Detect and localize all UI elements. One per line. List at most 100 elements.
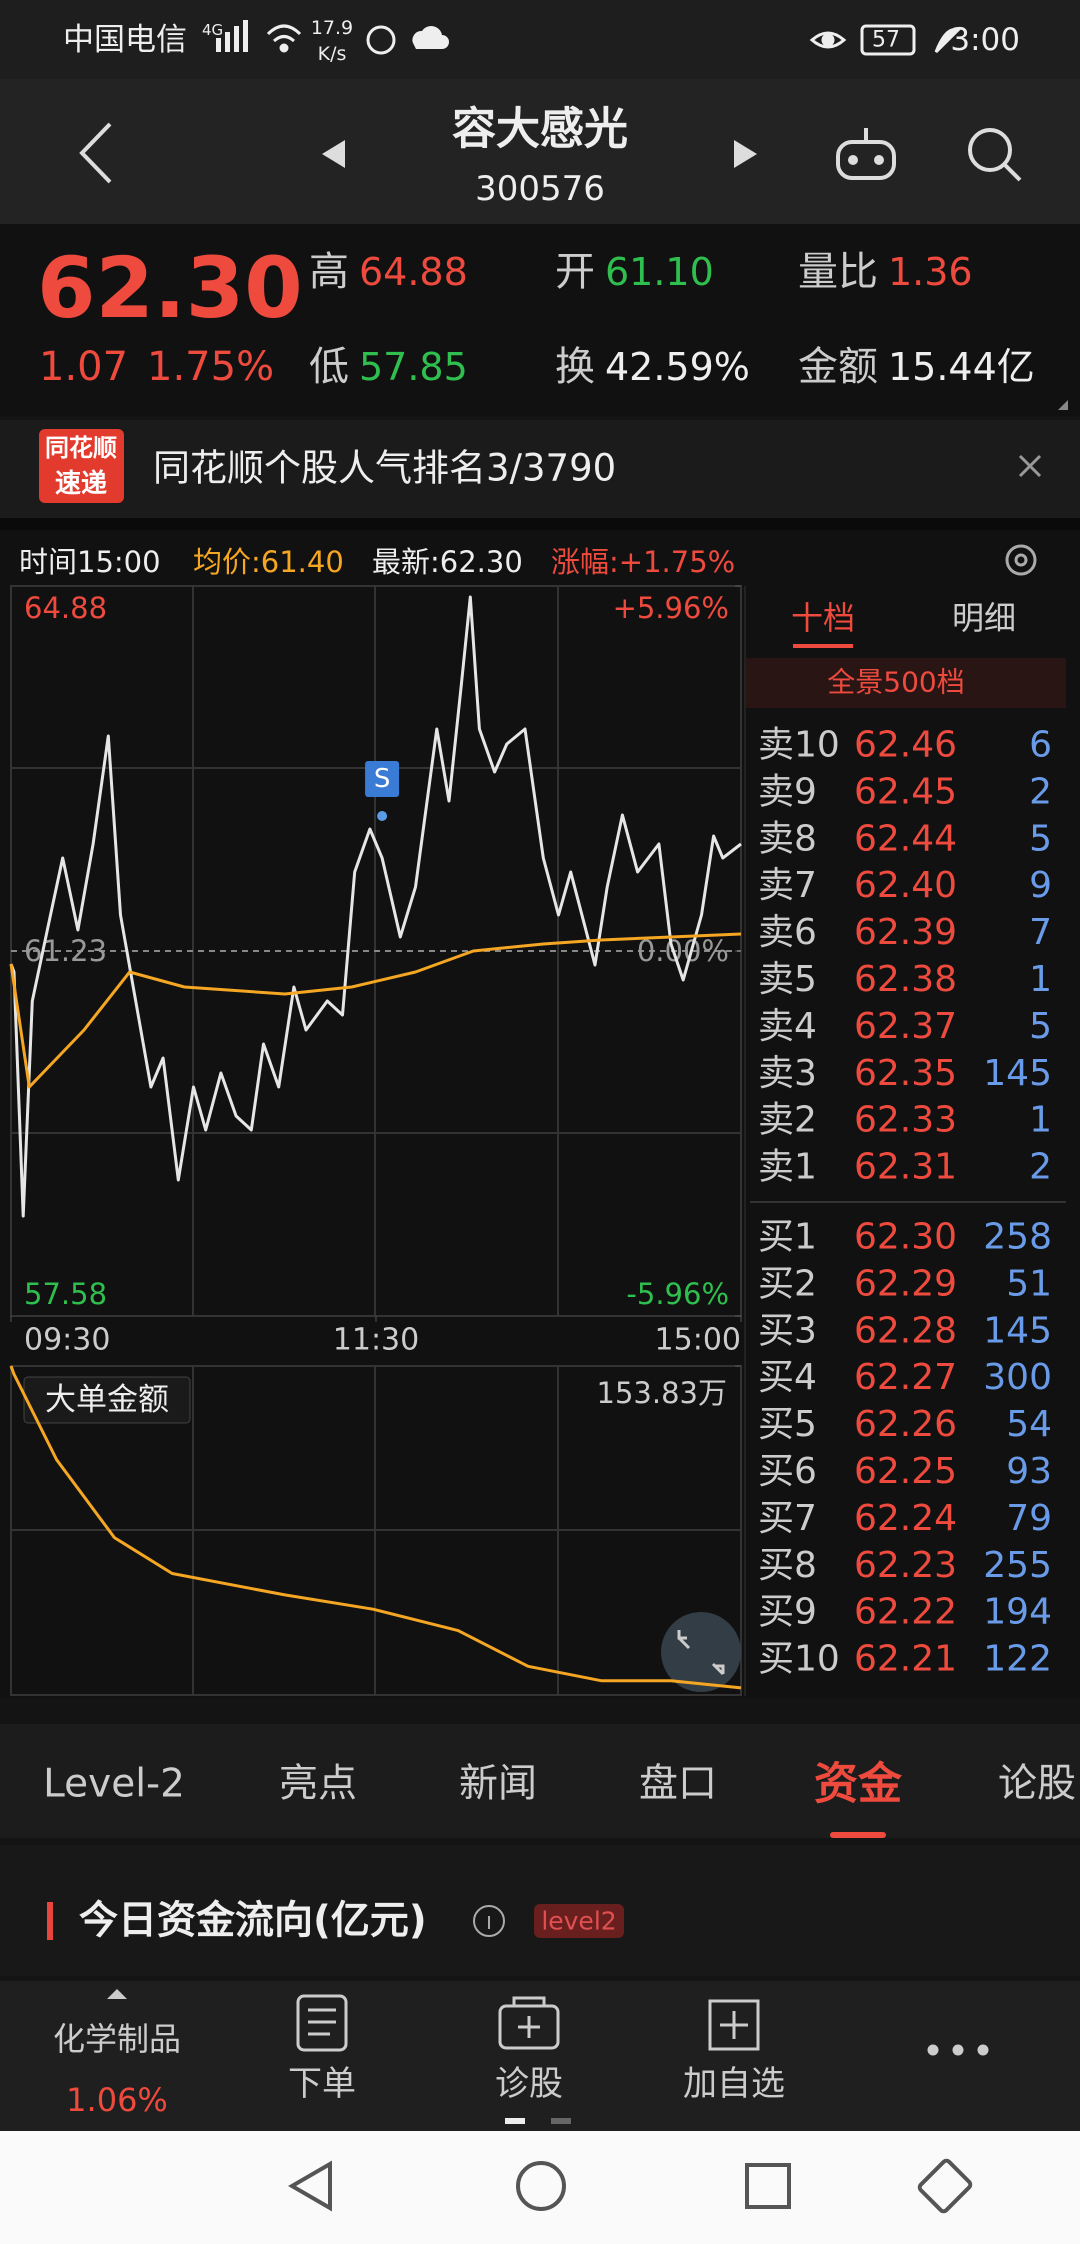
prev-stock[interactable] (322, 140, 345, 168)
book-label: 卖7 (758, 865, 817, 906)
header-icons (79, 122, 1022, 184)
book-price: 62.28 (854, 1310, 957, 1351)
info-change: 涨幅:+1.75% (551, 545, 735, 579)
page-dot (551, 2118, 571, 2124)
book-label: 卖1 (758, 1147, 817, 1188)
depth-link[interactable]: 全景500档 (827, 666, 964, 699)
book-price: 62.38 (854, 959, 957, 1000)
net-speed-unit: K/s (318, 43, 347, 65)
book-label: 买1 (758, 1217, 817, 1258)
book-label: 买9 (758, 1592, 817, 1633)
toolbar-icons (107, 1989, 989, 2056)
stat-label: 低 (309, 344, 349, 390)
book-border (744, 586, 746, 1696)
tab[interactable]: Level-2 (43, 1762, 185, 1807)
info-icon[interactable] (473, 1905, 505, 1937)
book-label: 买3 (758, 1310, 817, 1351)
battery: 57 (872, 28, 900, 53)
sector-name[interactable]: 化学制品 (53, 2020, 181, 2058)
tab[interactable]: 新闻 (459, 1762, 537, 1807)
info-time: 时间15:00 (19, 545, 161, 579)
nav-rotate[interactable] (917, 2158, 973, 2214)
nav-back[interactable] (288, 2160, 332, 2212)
book-price: 62.22 (854, 1592, 957, 1633)
book-price: 62.37 (854, 1006, 957, 1047)
book-volume: 6 (1029, 725, 1052, 766)
search-button[interactable] (968, 128, 1022, 182)
book-label: 买6 (758, 1451, 817, 1492)
info-avg: 均价:61.40 (193, 545, 344, 579)
page-dot (505, 2118, 525, 2124)
book-price: 62.33 (854, 1100, 957, 1141)
book-volume: 51 (1006, 1263, 1052, 1304)
book-label: 卖4 (758, 1006, 817, 1047)
book-price: 62.26 (854, 1404, 957, 1445)
stat-label: 高 (309, 249, 349, 295)
book-volume: 7 (1029, 912, 1052, 953)
robot-button[interactable] (836, 128, 896, 180)
book-label: 卖5 (758, 959, 817, 1000)
expand-glyph (677, 1630, 725, 1676)
signal-label: S (374, 764, 391, 794)
tab-underline (793, 644, 853, 648)
banner-logo (39, 429, 124, 503)
book-price: 62.39 (854, 912, 957, 953)
book-volume: 258 (983, 1217, 1052, 1258)
book-volume: 1 (1029, 1100, 1052, 1141)
tab[interactable]: 盘口 (639, 1762, 717, 1807)
book-label: 卖2 (758, 1100, 817, 1141)
book-tab[interactable]: 明细 (952, 599, 1016, 637)
book-price: 62.31 (854, 1147, 957, 1188)
tab[interactable]: 论股 (998, 1762, 1076, 1807)
book-tab[interactable]: 十档 (791, 599, 855, 637)
banner-text[interactable]: 同花顺个股人气排名3/3790 (153, 447, 616, 490)
stat-value: 1.36 (888, 250, 973, 294)
book-volume: 93 (1006, 1451, 1052, 1492)
nav-home[interactable] (516, 2161, 566, 2211)
chart-panel (0, 530, 1080, 1698)
next-stock[interactable] (734, 140, 757, 168)
y2-tick-label: 0.00% (637, 934, 729, 968)
back-button[interactable] (79, 122, 112, 184)
toolbar-action[interactable]: 下单 (288, 2064, 356, 2104)
stock-code: 300576 (475, 169, 605, 209)
book-price: 62.44 (854, 818, 957, 859)
tab[interactable]: 亮点 (279, 1762, 357, 1807)
y2-tick-label: -5.96% (626, 1277, 729, 1311)
series-line (9, 1365, 742, 1690)
stat-value: 15.44亿 (888, 345, 1035, 389)
close-button[interactable] (1018, 454, 1042, 478)
logo-text: 速递 (55, 468, 107, 499)
section-title: 今日资金流向(亿元) (79, 1899, 427, 1944)
book-volume: 79 (1006, 1498, 1052, 1539)
nav-bar (0, 2131, 1080, 2244)
book-label: 卖3 (758, 1053, 817, 1094)
book-label: 买10 (758, 1639, 840, 1680)
last-price: 62.30 (37, 239, 303, 337)
quote-panel (0, 224, 1080, 416)
book-price: 62.27 (854, 1357, 957, 1398)
tab[interactable]: 资金 (814, 1759, 903, 1810)
section-marker (47, 1902, 53, 1940)
level2-badge: level2 (541, 1907, 616, 1936)
x-tick-label: 11:30 (333, 1323, 419, 1358)
logo-text: 同花顺 (45, 434, 117, 462)
nav-recent[interactable] (745, 2163, 791, 2209)
expand-corner (1058, 400, 1068, 410)
toolbar-action[interactable]: 加自选 (683, 2064, 785, 2104)
series-line (9, 595, 742, 1218)
toolbar-action[interactable]: 诊股 (495, 2064, 563, 2104)
signal-marker (365, 761, 400, 797)
book-volume: 1 (1029, 959, 1052, 1000)
status-bar (0, 0, 1080, 79)
book-volume: 2 (1029, 1147, 1052, 1188)
stat-value: 64.88 (359, 250, 468, 294)
book-label: 买2 (758, 1263, 817, 1304)
book-volume: 5 (1029, 818, 1052, 859)
book-price: 62.21 (854, 1639, 957, 1680)
tab-bar (0, 1724, 1080, 1838)
stat-label: 金额 (798, 344, 878, 390)
settings-button[interactable] (1005, 544, 1037, 576)
